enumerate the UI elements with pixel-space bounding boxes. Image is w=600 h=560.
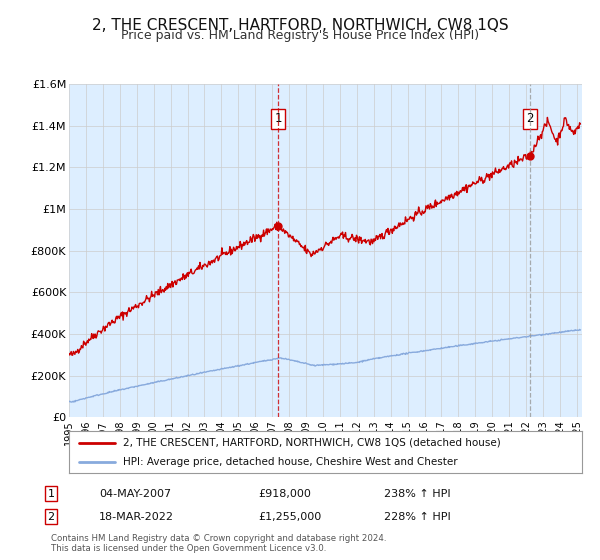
Text: Contains HM Land Registry data © Crown copyright and database right 2024.: Contains HM Land Registry data © Crown c… xyxy=(51,534,386,543)
Text: 1: 1 xyxy=(47,489,55,499)
Text: Price paid vs. HM Land Registry's House Price Index (HPI): Price paid vs. HM Land Registry's House … xyxy=(121,29,479,42)
Text: 04-MAY-2007: 04-MAY-2007 xyxy=(99,489,171,499)
Text: 2: 2 xyxy=(47,512,55,522)
Text: HPI: Average price, detached house, Cheshire West and Chester: HPI: Average price, detached house, Ches… xyxy=(123,458,457,467)
Point xyxy=(273,222,283,231)
Text: 1: 1 xyxy=(274,113,281,125)
Text: 228% ↑ HPI: 228% ↑ HPI xyxy=(384,512,451,522)
Text: 238% ↑ HPI: 238% ↑ HPI xyxy=(384,489,451,499)
Text: 18-MAR-2022: 18-MAR-2022 xyxy=(99,512,174,522)
Text: 2, THE CRESCENT, HARTFORD, NORTHWICH, CW8 1QS: 2, THE CRESCENT, HARTFORD, NORTHWICH, CW… xyxy=(92,18,508,33)
Text: This data is licensed under the Open Government Licence v3.0.: This data is licensed under the Open Gov… xyxy=(51,544,326,553)
Text: £1,255,000: £1,255,000 xyxy=(258,512,321,522)
Text: 2: 2 xyxy=(526,113,533,125)
Text: £918,000: £918,000 xyxy=(258,489,311,499)
Text: 2, THE CRESCENT, HARTFORD, NORTHWICH, CW8 1QS (detached house): 2, THE CRESCENT, HARTFORD, NORTHWICH, CW… xyxy=(123,438,500,448)
Point xyxy=(525,151,535,160)
